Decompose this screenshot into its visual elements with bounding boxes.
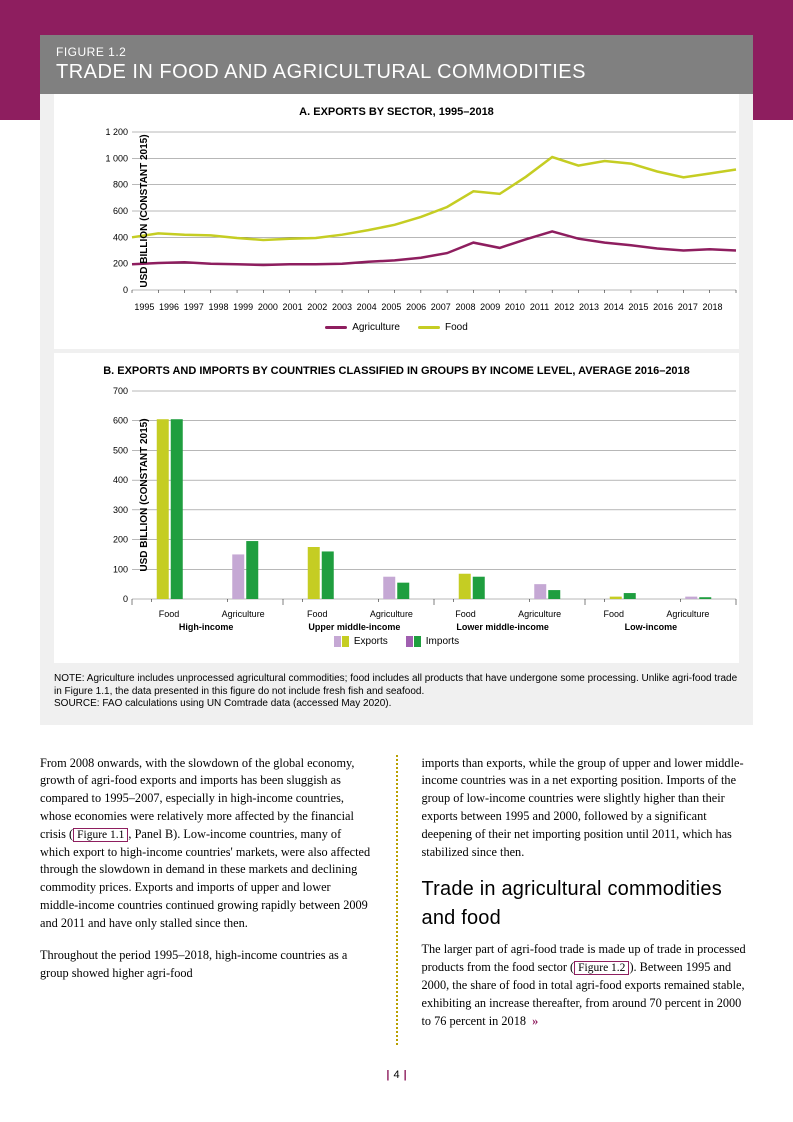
svg-text:300: 300 [113,505,128,515]
para: The larger part of agri-food trade is ma… [422,941,754,1030]
figure-number: FIGURE 1.2 [56,45,737,59]
page-number: |4| [40,1069,753,1081]
chart-b-container: B. EXPORTS AND IMPORTS BY COUNTRIES CLAS… [54,353,739,663]
figure-notes: NOTE: Agriculture includes unprocessed a… [40,663,753,711]
chart-b-svg: 0 100 200 300 400 500 600 700 [102,385,742,605]
para: From 2008 onwards, with the slowdown of … [40,755,372,933]
svg-text:100: 100 [113,564,128,574]
svg-text:1 200: 1 200 [105,127,128,137]
svg-text:1 000: 1 000 [105,153,128,163]
chart-a-container: A. EXPORTS BY SECTOR, 1995–2018 USD BILL… [54,94,739,349]
chart-a-plot: USD BILLION (CONSTANT 2015) 0 200 400 600 80… [102,126,731,296]
chart-a-ylabel: USD BILLION (CONSTANT 2015) [139,134,150,287]
svg-text:200: 200 [113,535,128,545]
source-text: SOURCE: FAO calculations using UN Comtra… [54,698,739,711]
body-col-left: From 2008 onwards, with the slowdown of … [40,755,372,1045]
figure-panel: FIGURE 1.2 TRADE IN FOOD AND AGRICULTURA… [40,35,753,725]
para: imports than exports, while the group of… [422,755,754,862]
figure-header: FIGURE 1.2 TRADE IN FOOD AND AGRICULTURA… [40,35,753,94]
body-text-columns: From 2008 onwards, with the slowdown of … [40,755,753,1045]
note-text: NOTE: Agriculture includes unprocessed a… [54,673,739,698]
figure-ref: Figure 1.1 [73,828,128,842]
svg-text:200: 200 [113,259,128,269]
para: Throughout the period 1995–2018, high-in… [40,947,372,983]
continuation-arrow-icon: » [532,1014,538,1028]
svg-text:400: 400 [113,232,128,242]
svg-text:800: 800 [113,180,128,190]
svg-text:600: 600 [113,206,128,216]
svg-text:0: 0 [123,594,128,604]
subsection-heading: Trade in agricultural commodities and fo… [422,875,754,933]
chart-b-legend: ExportsImports [62,632,731,655]
figure-ref: Figure 1.2 [574,961,629,975]
chart-a-svg: 0 200 400 600 800 1 000 1 200 [102,126,742,296]
chart-b-ylabel: USD BILLION (CONSTANT 2015) [139,418,150,571]
chart-a-xticks: 1995199619971998199920002001200220032004… [102,300,731,318]
body-col-right: imports than exports, while the group of… [422,755,754,1045]
column-divider [396,755,398,1045]
chart-a-title: A. EXPORTS BY SECTOR, 1995–2018 [62,106,731,118]
chart-b-title: B. EXPORTS AND IMPORTS BY COUNTRIES CLAS… [62,365,731,377]
chart-b-plot: USD BILLION (CONSTANT 2015) 0 100 200 300 40… [102,385,731,605]
chart-a-legend: AgricultureFood [62,318,731,341]
svg-text:700: 700 [113,386,128,396]
svg-text:500: 500 [113,445,128,455]
svg-text:600: 600 [113,416,128,426]
figure-title: TRADE IN FOOD AND AGRICULTURAL COMMODITI… [56,61,737,84]
page-content: FIGURE 1.2 TRADE IN FOOD AND AGRICULTURA… [0,0,793,1121]
svg-text:0: 0 [123,285,128,295]
chart-b-xlabels: FoodAgricultureFoodAgricultureFoodAgricu… [102,609,731,632]
svg-text:400: 400 [113,475,128,485]
